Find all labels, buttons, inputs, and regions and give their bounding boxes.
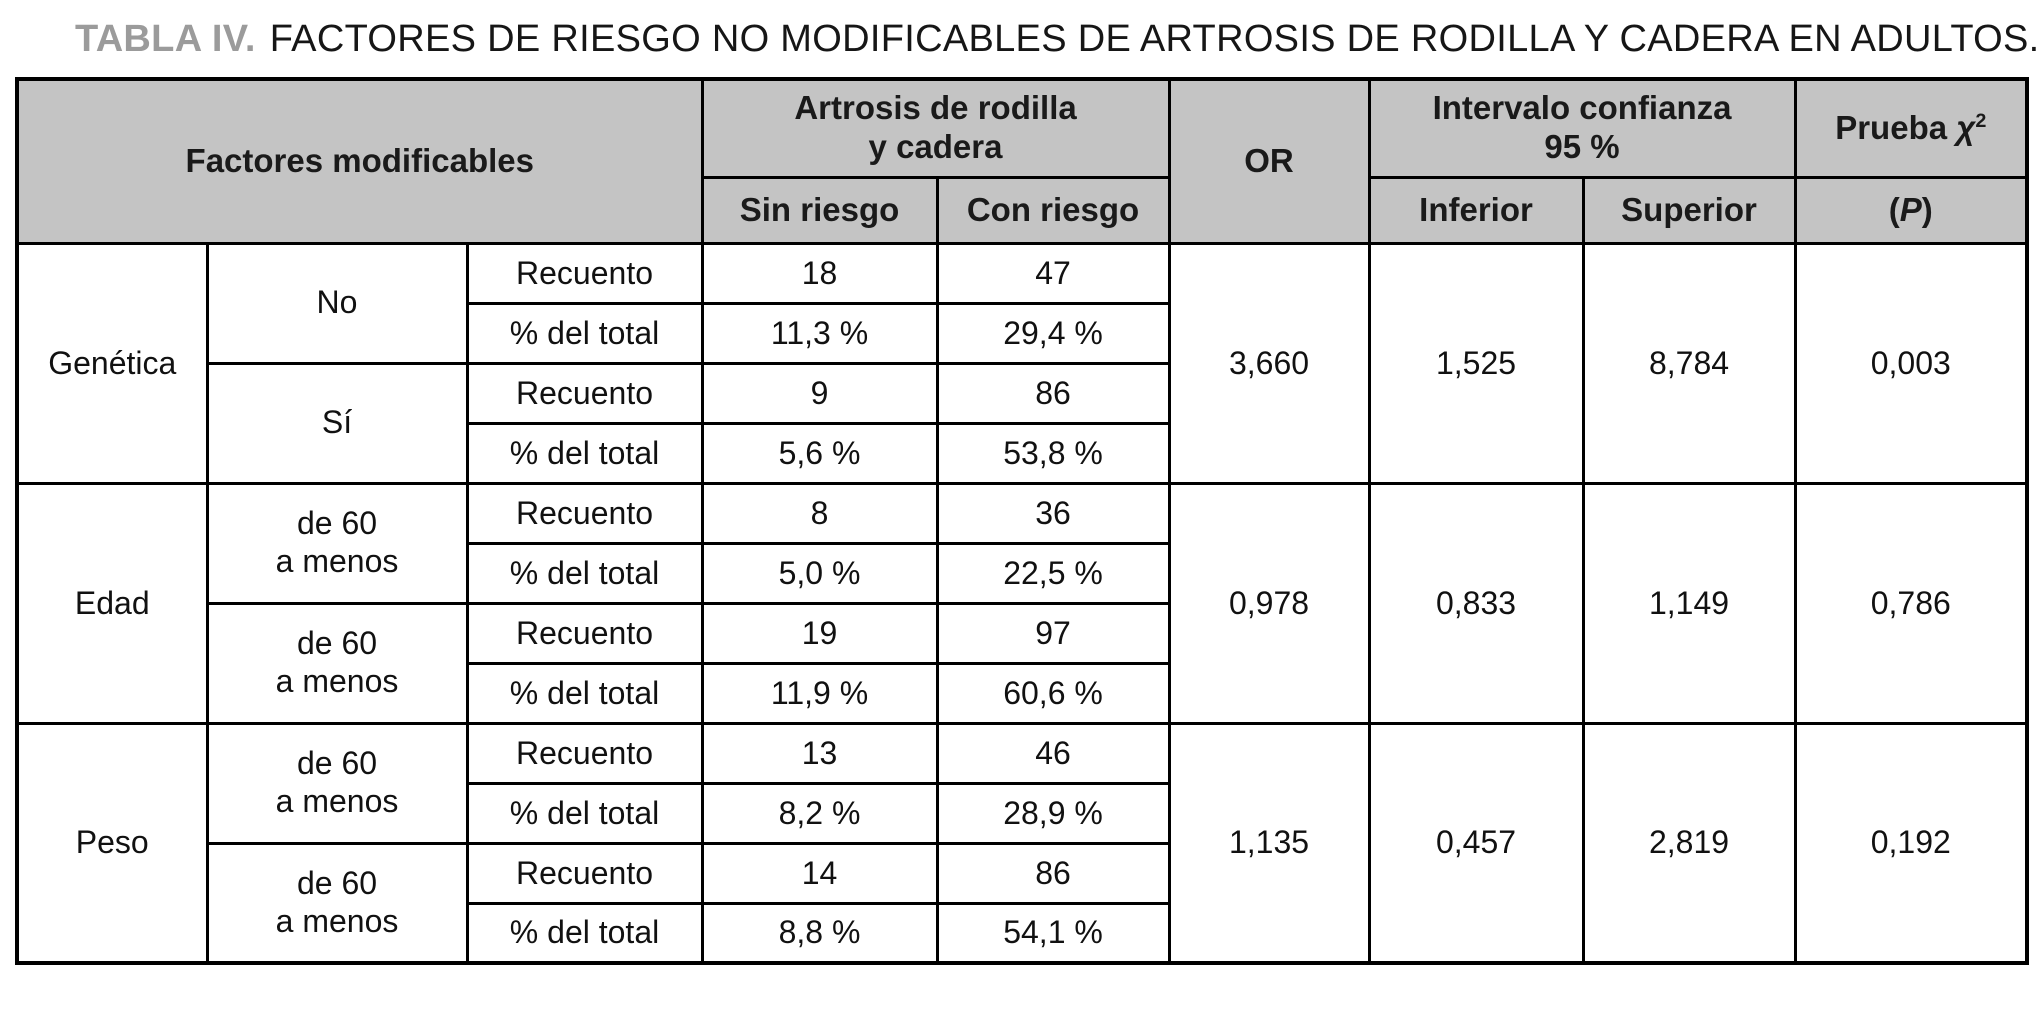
cell-p-value: 0,786 [1793, 481, 2029, 725]
cell-metric-label: Recuento [465, 361, 704, 425]
cell-p-value: 0,003 [1793, 241, 2029, 485]
cell-subgroup-label: de 60 a menos [205, 601, 469, 725]
cell-ci-superior-value: 1,149 [1581, 481, 1797, 725]
cell-subgroup-label: No [205, 241, 469, 365]
cell-sin-riesgo-value: 5,0 % [700, 541, 939, 605]
cell-sin-riesgo-value: 9 [700, 361, 939, 425]
cell-sin-riesgo-value: 8,2 % [700, 781, 939, 845]
table-row: Peso de 60 a menos Recuento 13 46 1,135 … [15, 721, 2029, 965]
cell-sin-riesgo-value: 13 [700, 721, 939, 785]
header-superior: Superior [1581, 175, 1797, 245]
table-row: Edad de 60 a menos Recuento 8 36 0,978 0… [15, 481, 2029, 725]
table-row: Sí Recuento 9 86 [17, 361, 2027, 485]
cell-subgroup-label: de 60 a menos [205, 841, 469, 965]
table-row: de 60 a menos Recuento 14 86 [17, 841, 2027, 965]
cell-metric-label: Recuento [465, 481, 704, 545]
cell-con-riesgo-value: 29,4 % [935, 301, 1171, 365]
p-close-paren: ) [1921, 191, 1933, 228]
cell-subgroup-label: de 60 a menos [205, 721, 469, 845]
cell-ci-superior-value: 8,784 [1581, 241, 1797, 485]
header-row-1: Factores modificables Artrosis de rodill… [15, 77, 2029, 245]
cell-sin-riesgo-value: 5,6 % [700, 421, 939, 485]
cell-metric-label: % del total [465, 901, 704, 965]
cell-metric-label: % del total [465, 301, 704, 365]
cell-subgroup-label: Sí [205, 361, 469, 485]
cell-con-riesgo-value: 53,8 % [935, 421, 1171, 485]
header-sin-riesgo: Sin riesgo [700, 175, 939, 245]
table-row: % del total 11,3 % 29,4 % [17, 301, 2027, 365]
table-caption: TABLA IV. FACTORES DE RIESGO NO MODIFICAB… [75, 18, 2039, 61]
cell-metric-label: % del total [465, 421, 704, 485]
cell-category: Peso [15, 721, 209, 965]
table-row: % del total 8,2 % 28,9 % [17, 781, 2027, 845]
cell-ci-superior-value: 2,819 [1581, 721, 1797, 965]
header-inferior: Inferior [1367, 175, 1585, 245]
cell-con-riesgo-value: 28,9 % [935, 781, 1171, 845]
prueba-label: Prueba [1835, 109, 1948, 147]
header-factores-modificables: Factores modificables [15, 77, 704, 245]
cell-sin-riesgo-value: 19 [700, 601, 939, 665]
cell-ci-inferior-value: 0,457 [1367, 721, 1585, 965]
header-intervalo-confianza: Intervalo confianza 95 % [1367, 77, 1797, 179]
cell-metric-label: % del total [465, 541, 704, 605]
header-con-riesgo: Con riesgo [935, 175, 1171, 245]
cell-sin-riesgo-value: 18 [700, 241, 939, 305]
header-p: (P) [1793, 175, 2029, 245]
cell-sin-riesgo-value: 14 [700, 841, 939, 905]
cell-metric-label: Recuento [465, 601, 704, 665]
chi-exponent: 2 [1975, 110, 1987, 133]
cell-metric-label: Recuento [465, 841, 704, 905]
cell-con-riesgo-value: 86 [935, 361, 1171, 425]
header-artrosis-rodilla-cadera: Artrosis de rodilla y cadera [700, 77, 1171, 179]
cell-sin-riesgo-value: 8 [700, 481, 939, 545]
cell-metric-label: Recuento [465, 721, 704, 785]
cell-sin-riesgo-value: 11,9 % [700, 661, 939, 725]
cell-or-value: 1,135 [1167, 721, 1371, 965]
cell-category: Edad [15, 481, 209, 725]
table-number-label: TABLA IV. [75, 18, 256, 60]
cell-con-riesgo-value: 86 [935, 841, 1171, 905]
cell-sin-riesgo-value: 11,3 % [700, 301, 939, 365]
table-row: % del total 5,0 % 22,5 % [17, 541, 2027, 605]
table-row: % del total 11,9 % 60,6 % [17, 661, 2027, 725]
cell-or-value: 3,660 [1167, 241, 1371, 485]
header-or: OR [1167, 77, 1371, 245]
cell-ci-inferior-value: 1,525 [1367, 241, 1585, 485]
table-row: % del total 5,6 % 53,8 % [17, 421, 2027, 485]
cell-ci-inferior-value: 0,833 [1367, 481, 1585, 725]
cell-con-riesgo-value: 36 [935, 481, 1171, 545]
cell-metric-label: % del total [465, 781, 704, 845]
cell-con-riesgo-value: 47 [935, 241, 1171, 305]
cell-con-riesgo-value: 60,6 % [935, 661, 1171, 725]
cell-metric-label: % del total [465, 661, 704, 725]
paper-page: TABLA IV. FACTORES DE RIESGO NO MODIFICAB… [15, 18, 2039, 965]
table-row: % del total 8,8 % 54,1 % [17, 901, 2027, 965]
table-title-text: FACTORES DE RIESGO NO MODIFICABLES DE AR… [269, 18, 2039, 60]
p-open-paren: ( [1888, 191, 1900, 228]
risk-factors-table: Factores modificables Artrosis de rodill… [15, 77, 2030, 965]
table-row: Genética No Recuento 18 47 3,660 1,525 8… [15, 241, 2029, 485]
cell-category: Genética [15, 241, 209, 485]
cell-con-riesgo-value: 22,5 % [935, 541, 1171, 605]
cell-or-value: 0,978 [1167, 481, 1371, 725]
cell-con-riesgo-value: 97 [935, 601, 1171, 665]
header-prueba-chi2: Prueba χ2 [1793, 77, 2029, 179]
cell-sin-riesgo-value: 8,8 % [700, 901, 939, 965]
cell-con-riesgo-value: 54,1 % [935, 901, 1171, 965]
p-letter: P [1899, 191, 1922, 228]
cell-subgroup-label: de 60 a menos [205, 481, 469, 605]
cell-p-value: 0,192 [1793, 721, 2029, 965]
header-row-2: Sin riesgo Con riesgo Inferior Superior … [17, 175, 2029, 245]
chi-symbol: χ [1956, 109, 1976, 147]
table-row: de 60 a menos Recuento 19 97 [17, 601, 2027, 725]
cell-con-riesgo-value: 46 [935, 721, 1171, 785]
cell-metric-label: Recuento [465, 241, 704, 305]
